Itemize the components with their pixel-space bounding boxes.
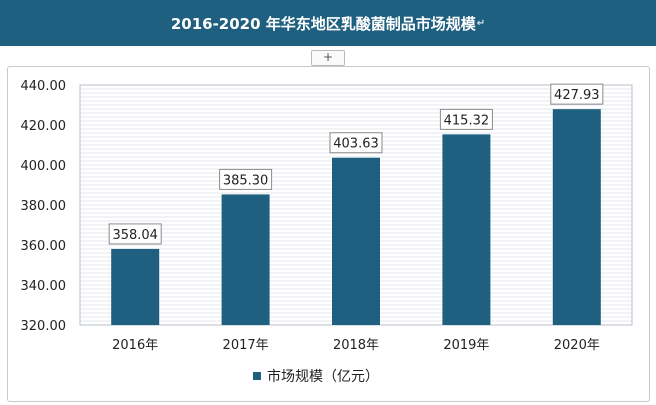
y-tick-label: 380.00 xyxy=(21,199,67,214)
x-tick-label: 2019年 xyxy=(443,338,489,353)
legend: 市场规模（亿元） xyxy=(243,364,389,388)
data-label-box xyxy=(329,132,383,154)
data-label: 415.32 xyxy=(444,113,490,128)
data-label-box xyxy=(219,168,273,190)
y-tick-label: 400.00 xyxy=(21,159,67,174)
data-label-box xyxy=(108,223,162,245)
chart-title-bar: 2016-2020 年华东地区乳酸菌制品市场规模 ↵ xyxy=(0,0,656,46)
data-label: 358.04 xyxy=(112,228,158,243)
data-label: 427.93 xyxy=(554,88,600,103)
bar xyxy=(442,134,491,325)
data-label: 385.30 xyxy=(223,173,269,188)
x-tick-label: 2020年 xyxy=(554,338,600,353)
paragraph-mark-icon: ↵ xyxy=(476,17,486,29)
y-tick-label: 320.00 xyxy=(21,319,67,334)
chart-title: 2016-2020 年华东地区乳酸菌制品市场规模 xyxy=(170,14,476,33)
y-tick-label: 340.00 xyxy=(21,279,67,294)
bar xyxy=(332,157,380,325)
bar xyxy=(221,194,270,325)
bar xyxy=(111,248,160,325)
data-label: 403.63 xyxy=(333,137,379,152)
y-tick-label: 360.00 xyxy=(21,239,67,254)
expand-button[interactable]: + xyxy=(311,50,345,66)
legend-swatch xyxy=(253,372,261,380)
y-tick-label: 420.00 xyxy=(21,119,67,134)
x-tick-label: 2016年 xyxy=(112,338,158,353)
data-label-box xyxy=(439,108,493,130)
data-label-box xyxy=(550,83,604,105)
x-tick-label: 2018年 xyxy=(333,338,379,353)
bar xyxy=(552,109,601,325)
y-tick-label: 440.00 xyxy=(21,79,67,94)
x-tick-label: 2017年 xyxy=(223,338,269,353)
legend-label: 市场规模（亿元） xyxy=(267,369,379,385)
